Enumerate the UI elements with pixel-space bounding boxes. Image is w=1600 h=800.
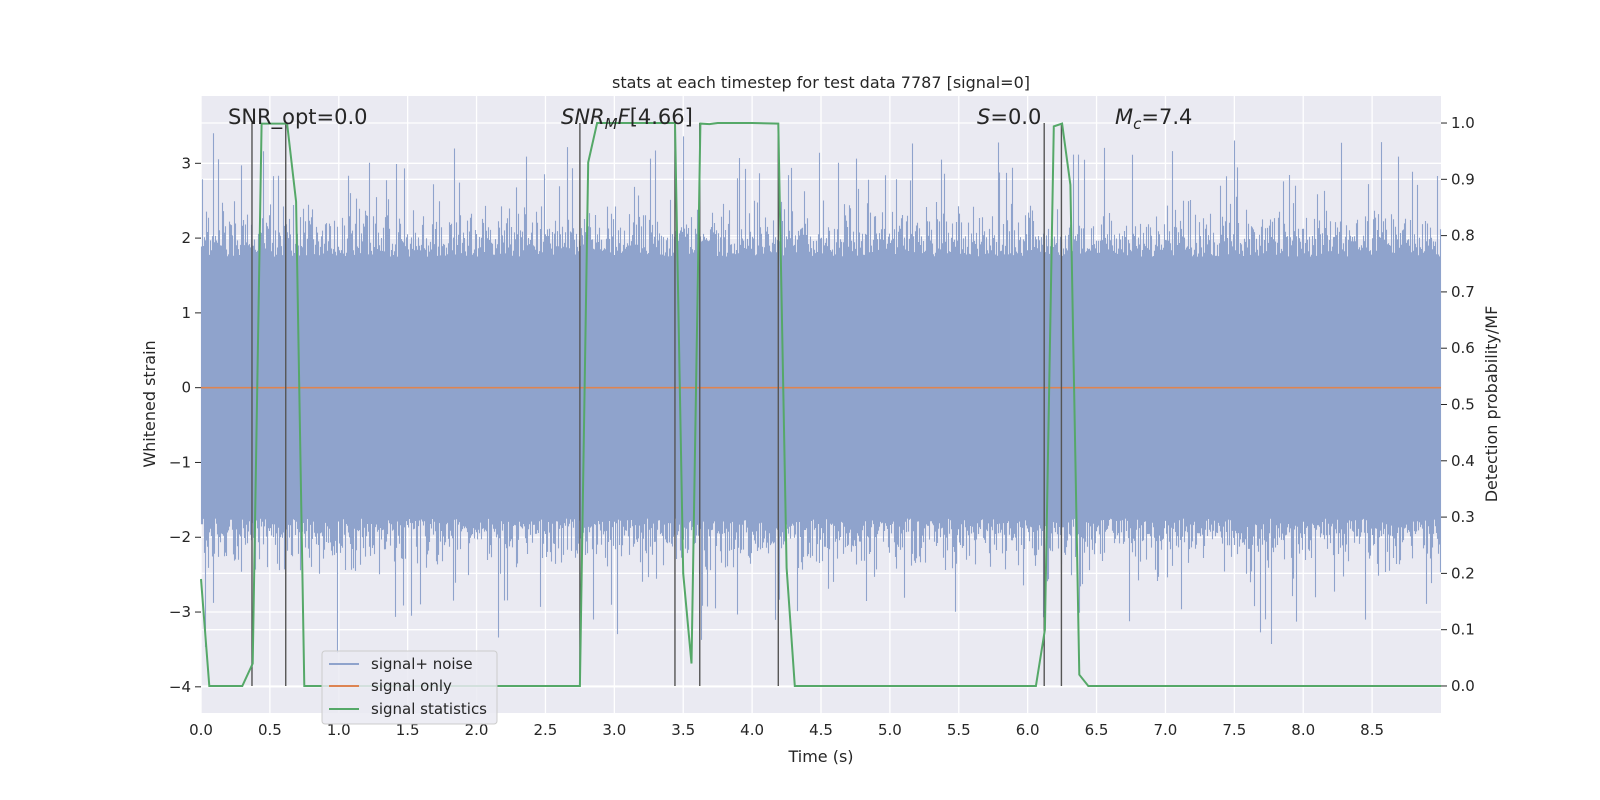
y2-tick-label: 0.3 bbox=[1451, 508, 1475, 526]
annotation-mc: Mc=7.4 bbox=[1115, 105, 1192, 133]
x-tick-label: 7.5 bbox=[1222, 721, 1246, 739]
y-tick-label: −1 bbox=[169, 453, 191, 471]
x-axis-ticks: 0.0 0.5 1.0 1.5 2.0 2.5 3.0 3.5 4.0 4.5 5.0 5.5 6.0 6… bbox=[189, 721, 1384, 739]
y-tick-label: 1 bbox=[181, 304, 191, 322]
legend-label-signal-noise: signal+ noise bbox=[371, 655, 473, 673]
x-tick-label: 5.0 bbox=[878, 721, 902, 739]
y-axis-ticks: −4 −3 −2 −1 0 1 2 3 bbox=[169, 154, 201, 696]
x-tick-label: 7.0 bbox=[1154, 721, 1178, 739]
x-tick-label: 0.0 bbox=[189, 721, 213, 739]
y2-tick-label: 0.1 bbox=[1451, 621, 1475, 639]
y-tick-label: 0 bbox=[181, 379, 191, 397]
x-tick-label: 6.5 bbox=[1085, 721, 1109, 739]
legend-label-signal-only: signal only bbox=[371, 677, 452, 695]
x-tick-label: 2.5 bbox=[534, 721, 558, 739]
x-axis-label: Time (s) bbox=[787, 747, 853, 766]
x-tick-label: 0.5 bbox=[258, 721, 282, 739]
legend: signal+ noise signal only signal statist… bbox=[321, 650, 498, 725]
legend-box bbox=[321, 650, 498, 725]
y2-tick-label: 0.9 bbox=[1451, 170, 1475, 188]
x-tick-label: 6.0 bbox=[1016, 721, 1040, 739]
annotation-snr-opt: SNR_opt=0.0 bbox=[228, 105, 368, 130]
x-tick-label: 2.0 bbox=[465, 721, 489, 739]
y2-tick-label: 0.8 bbox=[1451, 227, 1475, 245]
y2-axis-label: Detection probability/MF bbox=[1482, 306, 1501, 503]
x-tick-label: 8.0 bbox=[1291, 721, 1315, 739]
annotation-s: S=0.0 bbox=[977, 105, 1041, 129]
y2-tick-label: 0.7 bbox=[1451, 283, 1475, 301]
y2-tick-label: 0.2 bbox=[1451, 564, 1475, 582]
x-tick-label: 8.5 bbox=[1360, 721, 1384, 739]
annotation-mc-value: =7.4 bbox=[1141, 105, 1192, 129]
chart-title: stats at each timestep for test data 778… bbox=[612, 73, 1030, 92]
x-tick-label: 4.5 bbox=[809, 721, 833, 739]
x-tick-label: 3.0 bbox=[602, 721, 626, 739]
y2-tick-label: 0.4 bbox=[1451, 452, 1475, 470]
y-tick-label: −2 bbox=[169, 528, 191, 546]
y2-tick-label: 0.5 bbox=[1451, 396, 1475, 414]
y-tick-label: 3 bbox=[181, 154, 191, 172]
annotation-snr-mf: SNRMF[4.66] bbox=[561, 105, 693, 133]
y-tick-label: −3 bbox=[169, 603, 191, 621]
x-tick-label: 1.0 bbox=[327, 721, 351, 739]
y2-axis-ticks: 0.0 0.1 0.2 0.3 0.4 0.5 0.6 0.7 0.8 0.9 1.0 bbox=[1441, 114, 1475, 695]
x-tick-label: 3.5 bbox=[671, 721, 695, 739]
annotation-snr-mf-value: [4.66] bbox=[630, 105, 693, 129]
annotation-s-value: =0.0 bbox=[990, 105, 1041, 129]
signal-statistics-series bbox=[200, 122, 1441, 687]
y-tick-label: −4 bbox=[169, 678, 191, 696]
x-tick-label: 5.5 bbox=[947, 721, 971, 739]
y-axis-label: Whitened strain bbox=[140, 340, 159, 467]
x-tick-label: 4.0 bbox=[740, 721, 764, 739]
signal-statistics-line bbox=[200, 122, 1441, 687]
legend-label-signal-statistics: signal statistics bbox=[371, 700, 487, 718]
x-tick-label: 1.5 bbox=[396, 721, 420, 739]
y2-tick-label: 1.0 bbox=[1451, 114, 1475, 132]
y-tick-label: 2 bbox=[181, 229, 191, 247]
y2-tick-label: 0.0 bbox=[1451, 677, 1475, 695]
peak-vertical-lines bbox=[251, 123, 1063, 686]
y2-tick-label: 0.6 bbox=[1451, 339, 1475, 357]
